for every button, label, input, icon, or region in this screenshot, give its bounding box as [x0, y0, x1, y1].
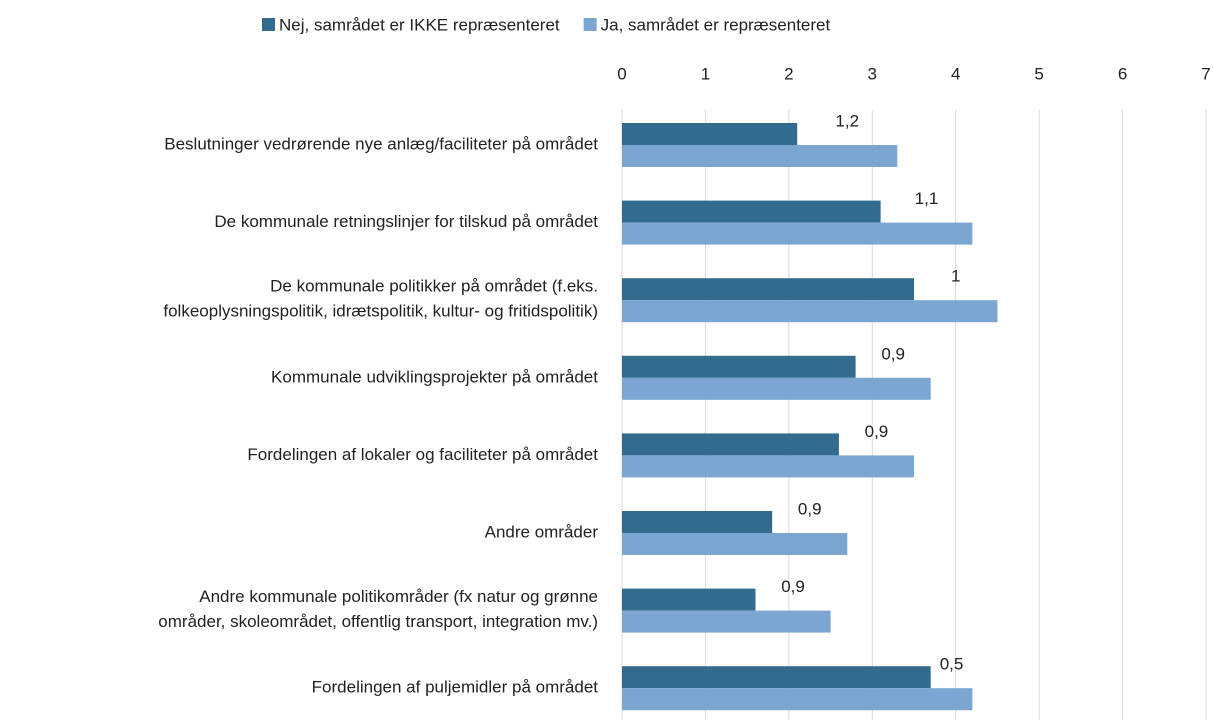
bar: [622, 455, 914, 478]
legend-label: Nej, samrådet er IKKE repræsenteret: [279, 15, 560, 34]
bar: [622, 222, 973, 245]
difference-label: 1,2: [835, 111, 859, 130]
difference-label: 0,9: [881, 344, 905, 363]
x-tick-label: 3: [868, 64, 877, 83]
category-label: De kommunale retningslinjer for tilskud …: [214, 212, 598, 231]
legend-swatch: [262, 18, 275, 31]
category-label: Andre kommunale politikområder (fx natur…: [158, 588, 598, 632]
x-tick-label: 0: [617, 64, 626, 83]
bar: [622, 355, 856, 378]
x-tick-label: 6: [1118, 64, 1127, 83]
x-tick-label: 2: [784, 64, 793, 83]
category-label: De kommunale politikker på området (f.ek…: [163, 277, 598, 321]
bar: [622, 511, 773, 533]
bar: [622, 377, 931, 400]
x-tick-label: 5: [1034, 64, 1043, 83]
x-tick-label: 7: [1201, 64, 1210, 83]
difference-label: 0,9: [781, 577, 805, 596]
category-label: Andre områder: [485, 522, 599, 541]
bar: [622, 123, 798, 145]
bar: [622, 433, 839, 456]
x-tick-label: 4: [951, 64, 960, 83]
category-label: Kommunale udviklingsprojekter på området: [271, 367, 598, 386]
difference-label: 0,9: [865, 422, 889, 441]
bar: [622, 688, 973, 711]
bar: [622, 610, 831, 633]
category-label: Fordelingen af puljemidler på området: [312, 678, 599, 697]
bar: [622, 666, 931, 689]
legend-label: Ja, samrådet er repræsenteret: [601, 15, 831, 34]
bar: [622, 588, 756, 611]
bar: [622, 300, 998, 323]
bar: [622, 278, 914, 301]
category-label: Fordelingen af lokaler og faciliteter på…: [247, 445, 598, 464]
bar: [622, 145, 898, 167]
category-label: Beslutninger vedrørende nye anlæg/facili…: [164, 134, 598, 153]
bar: [622, 533, 848, 555]
x-tick-label: 1: [701, 64, 710, 83]
difference-label: 1: [951, 267, 960, 286]
legend-swatch: [583, 18, 597, 31]
difference-label: 0,5: [940, 655, 964, 674]
difference-label: 0,9: [798, 499, 822, 518]
difference-label: 1,1: [915, 189, 939, 208]
bar: [622, 200, 881, 223]
